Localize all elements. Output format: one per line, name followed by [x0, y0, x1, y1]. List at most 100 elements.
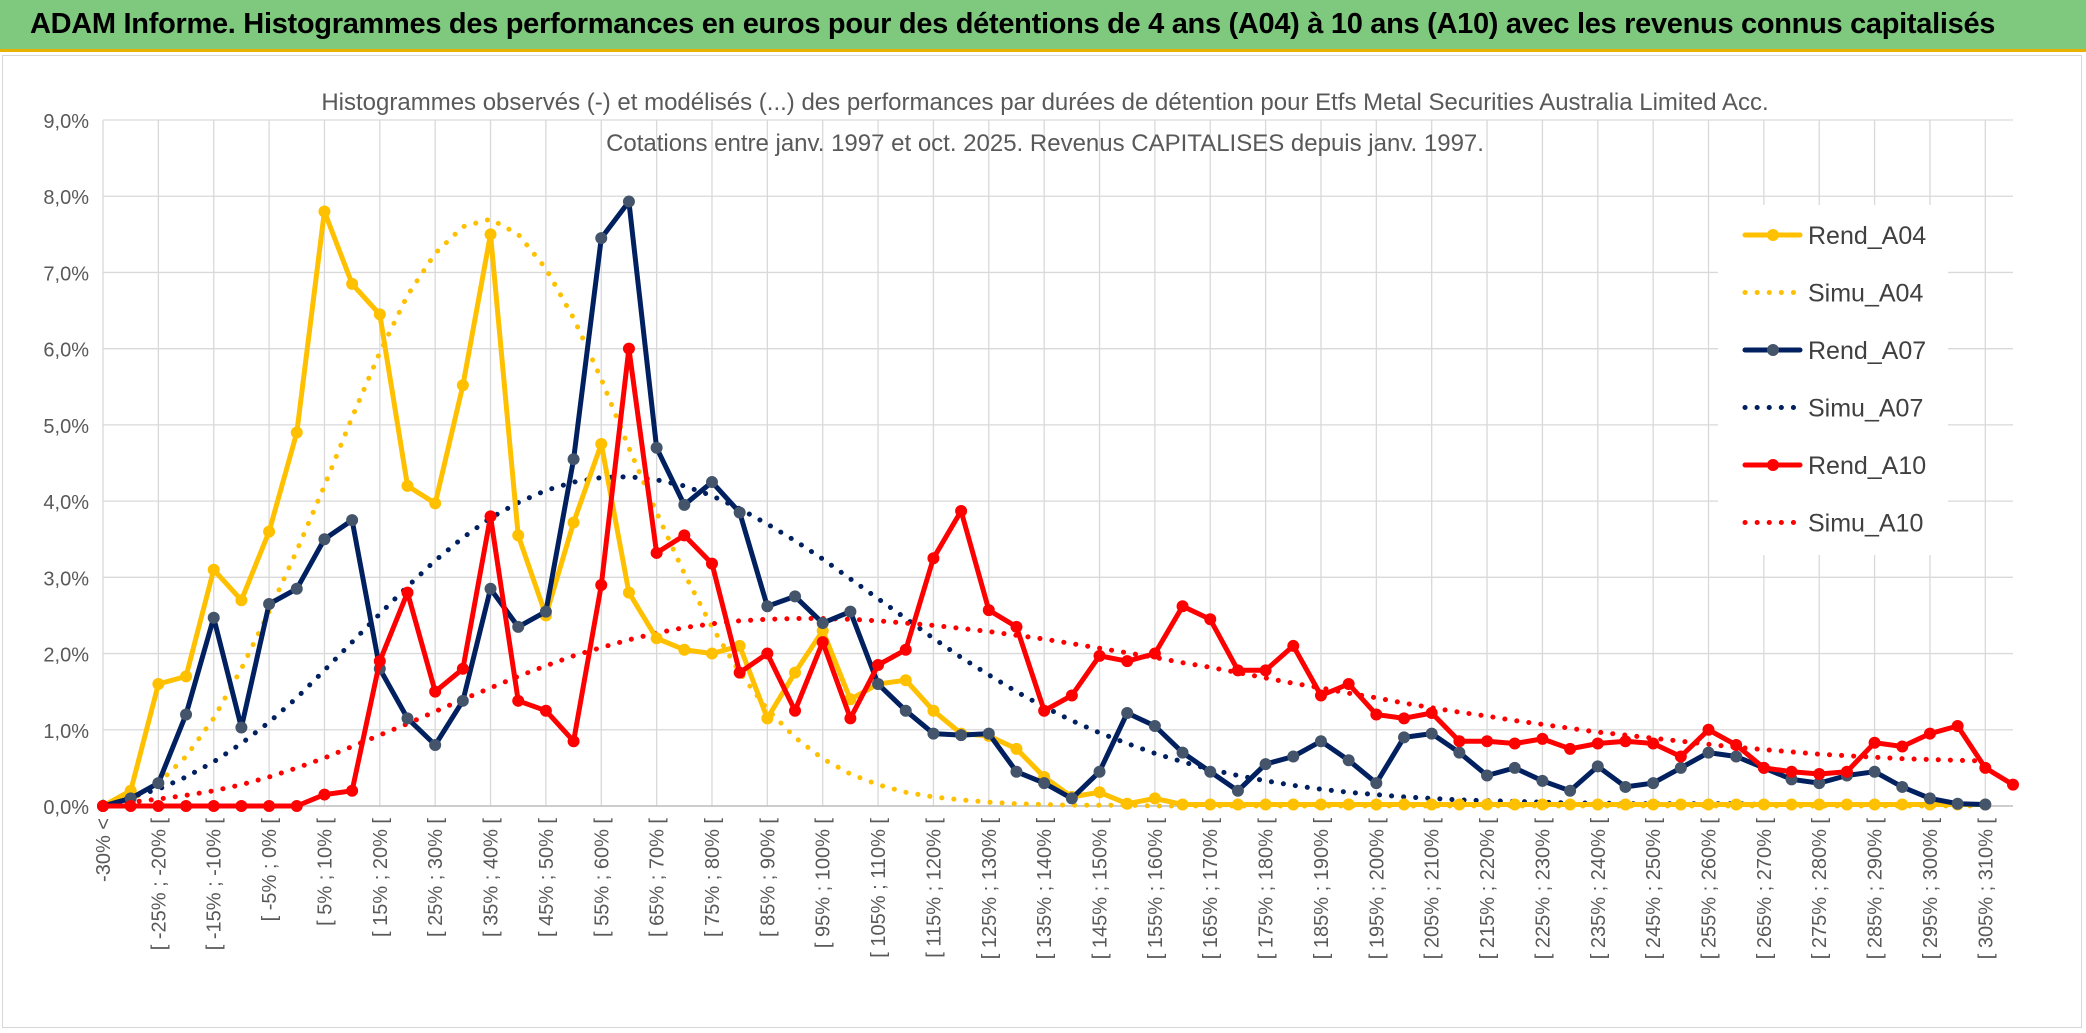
data-point: [1813, 767, 1826, 780]
data-point: [899, 643, 912, 656]
data-point: [235, 721, 248, 734]
data-point: [1398, 798, 1411, 811]
series-Simu_A10: [100, 616, 1988, 807]
data-point: [927, 704, 940, 717]
data-point: [373, 308, 386, 321]
x-tick-label: [ 215% ; 220% [: [1477, 818, 1499, 960]
data-point: [1481, 735, 1494, 748]
data-point: [456, 379, 469, 392]
x-tick-label: [ 125% ; 130% [: [979, 818, 1001, 960]
data-point: [1619, 798, 1632, 811]
data-point: [595, 232, 608, 245]
data-point: [1342, 678, 1355, 691]
data-point: [1259, 758, 1272, 771]
x-tick-label: [ 245% ; 250% [: [1643, 818, 1665, 960]
data-point: [1619, 780, 1632, 793]
data-point: [1398, 712, 1411, 725]
legend-label: Simu_A10: [1808, 510, 1923, 538]
x-tick-label: [ 235% ; 240% [: [1588, 818, 1610, 960]
y-tick-label: 4,0%: [43, 492, 89, 514]
data-point: [235, 594, 248, 607]
data-point: [456, 694, 469, 707]
data-point: [235, 800, 248, 812]
data-point: [1536, 732, 1549, 745]
data-point: [1840, 798, 1853, 811]
data-point: [429, 497, 442, 510]
chart-subtitle: Cotations entre janv. 1997 et oct. 2025.…: [606, 130, 1484, 157]
chart-title: Histogrammes observés (-) et modélisés (…: [321, 89, 1768, 116]
data-point: [1204, 613, 1217, 626]
legend-label: Rend_A07: [1808, 337, 1926, 365]
data-point: [1979, 798, 1992, 811]
data-point: [1730, 739, 1743, 752]
data-point: [1231, 664, 1244, 677]
x-tick-label: [ 155% ; 160% [: [1145, 818, 1167, 960]
data-point: [1121, 797, 1134, 810]
x-tick-label: [ 95% ; 100% [: [813, 818, 835, 949]
data-point: [346, 784, 359, 797]
x-tick-label: [ 275% ; 280% [: [1809, 818, 1831, 960]
x-tick-label: [ 145% ; 150% [: [1090, 818, 1112, 960]
data-point: [622, 195, 635, 208]
data-point: [1425, 798, 1438, 811]
data-point: [761, 712, 774, 725]
x-tick-label: [ 85% ; 90% [: [757, 818, 779, 937]
x-tick-label: [ -25% ; -20% [: [148, 818, 170, 951]
data-point: [539, 605, 552, 618]
x-tick-label: [ 5% ; 10% [: [314, 818, 336, 926]
series-Simu_A04: [100, 216, 1988, 809]
data-point: [650, 441, 663, 454]
data-point: [733, 666, 746, 679]
y-tick-label: 2,0%: [43, 645, 89, 667]
x-tick-label: [ 15% ; 20% [: [370, 818, 392, 937]
data-point: [512, 529, 525, 542]
banner: ADAM Informe. Histogrammes des performan…: [0, 0, 2086, 52]
data-point: [263, 800, 276, 812]
data-point: [512, 620, 525, 633]
x-tick-label: [ 295% ; 300% [: [1920, 818, 1942, 960]
x-tick-label: [ 225% ; 230% [: [1532, 818, 1554, 960]
data-point: [1176, 600, 1189, 613]
data-point: [1647, 737, 1660, 750]
data-point: [1453, 798, 1466, 811]
data-point: [622, 586, 635, 599]
data-point: [1536, 798, 1549, 811]
data-point: [650, 546, 663, 559]
data-point: [1342, 754, 1355, 767]
data-point: [650, 632, 663, 645]
data-point: [1923, 792, 1936, 805]
data-point: [1314, 735, 1327, 748]
data-point: [1121, 707, 1134, 720]
x-tick-label: [ 265% ; 270% [: [1754, 818, 1776, 960]
data-point: [1314, 798, 1327, 811]
data-point: [290, 426, 303, 439]
series-line-Rend_A10: [100, 346, 2016, 809]
series-layer: [97, 195, 2019, 812]
data-point: [899, 674, 912, 687]
data-point: [1591, 798, 1604, 811]
data-point: [1730, 750, 1743, 763]
data-point: [263, 598, 276, 611]
y-tick-label: 0,0%: [43, 797, 89, 819]
grid: [102, 119, 2013, 807]
data-point: [318, 533, 331, 546]
y-tick-label: 7,0%: [43, 263, 89, 285]
data-point: [816, 636, 829, 649]
data-point: [1564, 742, 1577, 755]
y-tick-label: 3,0%: [43, 568, 89, 590]
data-point: [1508, 798, 1521, 811]
data-point: [927, 727, 940, 740]
data-point: [1896, 780, 1909, 793]
data-point: [1674, 798, 1687, 811]
data-point: [899, 704, 912, 717]
data-point: [1010, 765, 1023, 778]
data-point: [816, 617, 829, 630]
legend-label: Simu_A04: [1808, 280, 1923, 308]
y-tick-label: 5,0%: [43, 416, 89, 438]
data-point: [761, 600, 774, 613]
data-point: [290, 582, 303, 595]
data-point: [844, 712, 857, 725]
x-tick-label: -30% <: [93, 818, 115, 882]
legend-label: Rend_A10: [1808, 452, 1926, 480]
data-point: [1398, 731, 1411, 744]
